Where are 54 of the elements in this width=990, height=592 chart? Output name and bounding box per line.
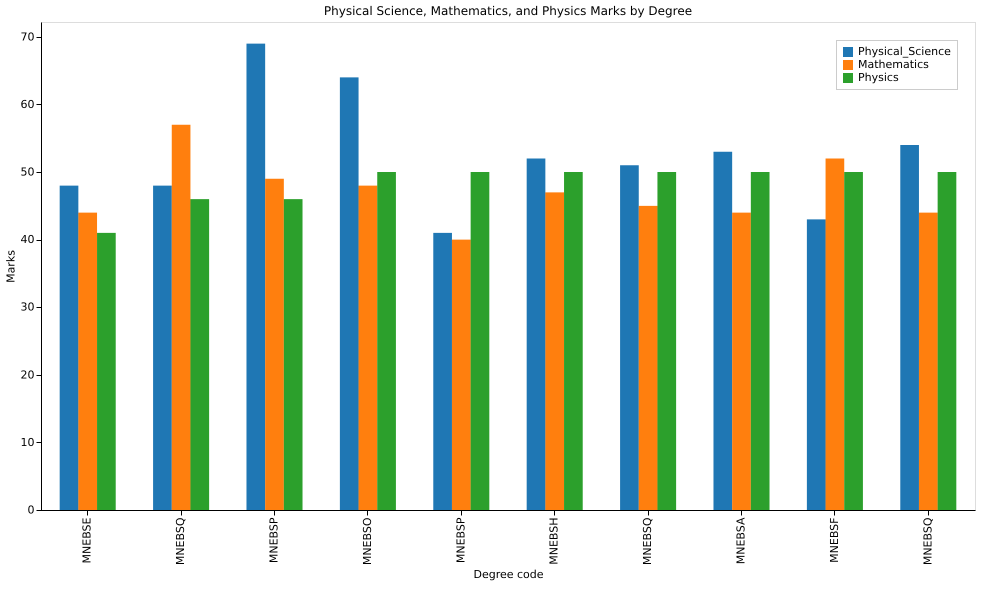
bar <box>938 172 956 510</box>
x-tick-label: MNEBSQ <box>921 517 934 566</box>
bar <box>657 172 676 510</box>
y-tick-label: 10 <box>20 436 34 449</box>
bar <box>806 219 826 510</box>
x-tick-label: MNEBSE <box>80 517 94 564</box>
x-tick-label: MNEBSO <box>360 517 374 566</box>
bar <box>190 199 210 510</box>
y-tick-label: 60 <box>20 98 34 111</box>
x-tick-label: MNEBSH <box>548 518 561 565</box>
y-tick-label: 20 <box>20 368 34 382</box>
bar <box>97 232 116 510</box>
y-axis-title: Marks <box>4 250 18 283</box>
y-tick-label: 0 <box>28 504 34 516</box>
bar <box>246 44 266 510</box>
x-axis-title: Degree code <box>473 568 544 582</box>
bar <box>358 186 378 510</box>
bar <box>844 172 863 510</box>
bar <box>470 172 490 510</box>
bar <box>172 124 190 510</box>
bar <box>153 186 172 510</box>
bar <box>265 178 284 510</box>
x-tick-label: MNEBSQ <box>641 517 654 566</box>
chart-title: Physical Science, Mathematics, and Physics Marks by Degree <box>324 4 692 18</box>
bar <box>620 165 639 510</box>
bar <box>377 172 396 510</box>
x-tick-label: MNEBSF <box>828 518 841 563</box>
x-tick-label: MNEBSP <box>454 517 468 564</box>
bar <box>78 212 98 510</box>
bar <box>638 206 658 510</box>
bar <box>826 158 844 510</box>
x-tick-label: MNEBSA <box>734 517 748 564</box>
bar <box>452 240 471 510</box>
bar <box>433 232 452 510</box>
bar <box>284 199 303 510</box>
bar <box>340 77 359 510</box>
bar <box>918 212 938 510</box>
bar <box>60 186 78 510</box>
bar <box>900 145 919 510</box>
bar <box>526 158 546 510</box>
legend-label: Mathematics <box>858 58 930 71</box>
bar <box>564 172 583 510</box>
legend-label: Physics <box>858 71 899 84</box>
y-tick-label: 70 <box>20 30 34 44</box>
y-tick-label: 40 <box>20 233 34 246</box>
x-tick-label: MNEBSP <box>268 517 280 564</box>
y-tick-label: 30 <box>20 300 34 314</box>
bar <box>545 192 564 510</box>
legend-label: Physical_Science <box>858 45 952 58</box>
y-tick-label: 50 <box>20 166 34 179</box>
bar <box>750 172 770 510</box>
bar <box>713 152 732 510</box>
x-tick-label: MNEBSQ <box>174 517 188 566</box>
bar <box>732 212 751 510</box>
